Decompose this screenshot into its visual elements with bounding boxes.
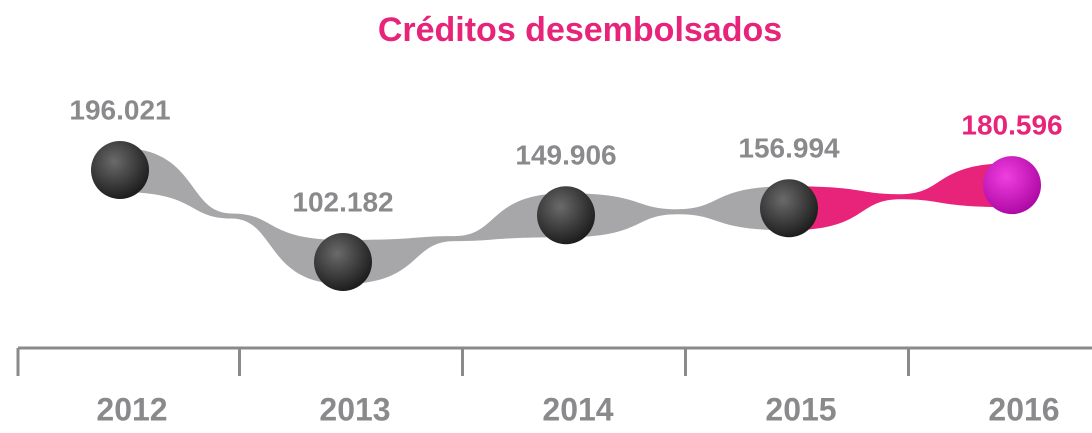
data-point [537,186,595,245]
x-tick-label: 2016 [988,391,1059,427]
data-point [983,156,1041,215]
connector [789,163,1012,231]
data-point [91,141,149,199]
x-tick-label: 2015 [765,391,836,427]
data-label: 156.994 [738,133,840,164]
data-label: 149.906 [515,140,616,171]
x-tick-label: 2014 [542,391,613,427]
data-label: 102.182 [292,186,393,217]
data-label: 196.021 [69,94,170,125]
data-point [760,179,818,238]
connector [566,186,789,238]
data-label: 180.596 [961,110,1062,141]
chart-title: Créditos desembolsados [378,11,782,49]
x-tick-label: 2012 [96,391,167,427]
connector [120,148,343,284]
x-tick-label: 2013 [319,391,390,427]
connector [343,193,566,284]
data-point [314,233,372,291]
